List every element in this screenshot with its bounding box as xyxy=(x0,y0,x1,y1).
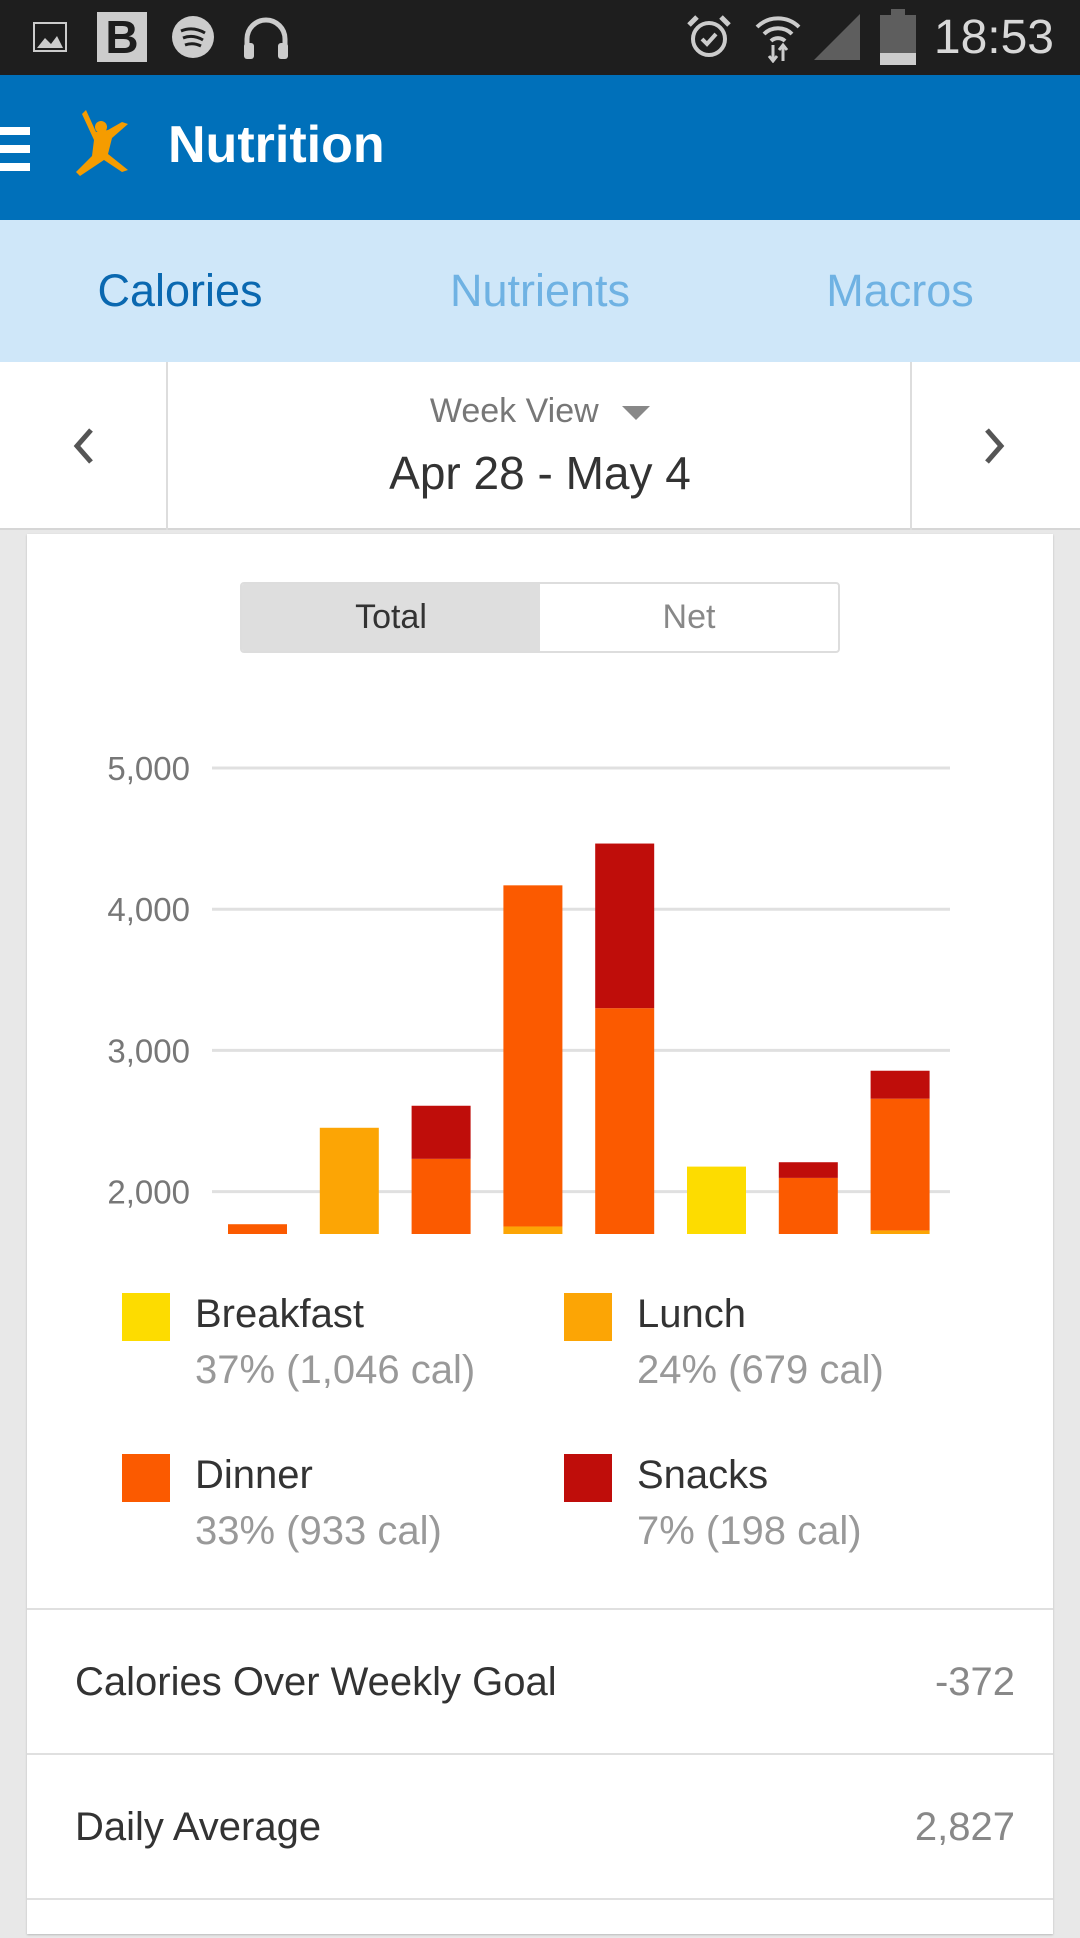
summary-row-weekly-goal: Calories Over Weekly Goal -372 xyxy=(27,1608,1053,1753)
battery-icon xyxy=(878,9,918,65)
legend-detail-dinner: 33% (933 cal) xyxy=(195,1509,442,1553)
bar-lunch-wed xyxy=(319,1127,379,1234)
legend-label-dinner: Dinner xyxy=(195,1453,313,1497)
clock: 18:53 xyxy=(933,11,1054,64)
legend-swatch-snacks xyxy=(564,1454,612,1502)
gallery-icon xyxy=(30,14,70,60)
bar-snacks-mon xyxy=(778,1162,838,1178)
bar-dinner-sat xyxy=(595,1008,655,1234)
next-week-button[interactable] xyxy=(910,362,1078,530)
tab-calories[interactable]: Calories xyxy=(97,265,263,316)
signal-icon xyxy=(814,14,860,60)
tab-nutrients[interactable]: Nutrients xyxy=(449,265,631,316)
spotify-icon xyxy=(170,14,216,60)
b-app-icon: B xyxy=(96,12,148,62)
summary-label: Calories Over Weekly Goal xyxy=(75,1660,557,1704)
bar-dinner-tue xyxy=(228,1224,287,1234)
legend-detail-snacks: 7% (198 cal) xyxy=(637,1509,862,1553)
y-tick-label: 4,000 xyxy=(107,891,190,928)
total-net-toggle: Total Net xyxy=(240,582,840,653)
toggle-total[interactable]: Total xyxy=(242,584,540,651)
legend-label-snacks: Snacks xyxy=(637,1453,769,1497)
summary-label: Daily Average xyxy=(75,1805,322,1849)
view-selector[interactable]: Week View xyxy=(170,392,910,431)
chevron-right-icon xyxy=(983,414,1007,479)
wifi-icon xyxy=(752,14,804,63)
stacked-bar-chart: 01,0002,0003,0004,0005,000TueWedThuFriSa… xyxy=(107,750,950,1234)
tab-macros[interactable]: Macros xyxy=(826,265,974,316)
bar-snacks-avg xyxy=(870,1070,930,1099)
bar-dinner-mon xyxy=(778,1177,838,1234)
legend-swatch-dinner xyxy=(122,1454,170,1502)
chevron-left-icon xyxy=(71,414,95,479)
page-title: Nutrition xyxy=(168,116,385,174)
bar-snacks-sat xyxy=(595,843,655,1009)
view-label: Week View xyxy=(429,392,599,430)
date-range: Apr 28 - May 4 xyxy=(389,447,691,499)
bar-dinner-fri xyxy=(503,885,563,1227)
bar-dinner-thu xyxy=(411,1158,471,1234)
alarm-icon xyxy=(684,14,734,60)
bar-lunch-fri xyxy=(503,1226,563,1234)
summary-row-daily-average: Daily Average 2,827 xyxy=(27,1753,1053,1898)
y-tick-label: 5,000 xyxy=(107,750,190,787)
bar-lunch-avg xyxy=(870,1230,930,1234)
summary-value: -372 xyxy=(934,1660,1015,1704)
bar-snacks-thu xyxy=(411,1105,471,1159)
toggle-net[interactable]: Net xyxy=(662,598,716,636)
dropdown-caret-icon xyxy=(622,406,651,421)
tab-bar: Calories Nutrients Macros xyxy=(0,220,1080,362)
legend-detail-breakfast: 37% (1,046 cal) xyxy=(195,1348,476,1392)
date-navigator: Week View Apr 28 - May 4 xyxy=(0,362,1080,530)
legend-swatch-lunch xyxy=(564,1293,612,1341)
app-bar: Nutrition xyxy=(0,75,1080,220)
summary-value: 2,827 xyxy=(914,1805,1015,1849)
previous-week-button[interactable] xyxy=(0,362,168,530)
status-bar: B 18:53 xyxy=(0,0,1080,75)
bar-breakfast-sun xyxy=(687,1166,746,1234)
legend-label-lunch: Lunch xyxy=(637,1292,746,1336)
menu-icon[interactable] xyxy=(0,127,30,171)
legend-label-breakfast: Breakfast xyxy=(195,1292,364,1336)
headphones-icon xyxy=(240,14,292,60)
calories-card: Total Net 01,0002,0003,0004,0005,000TueW… xyxy=(27,534,1053,1934)
legend-detail-lunch: 24% (679 cal) xyxy=(637,1348,884,1392)
divider xyxy=(27,1898,1053,1938)
y-tick-label: 2,000 xyxy=(107,1174,190,1211)
legend-swatch-breakfast xyxy=(122,1293,170,1341)
y-tick-label: 3,000 xyxy=(107,1032,190,1069)
app-logo-icon xyxy=(58,110,158,195)
bar-dinner-avg xyxy=(870,1098,930,1231)
